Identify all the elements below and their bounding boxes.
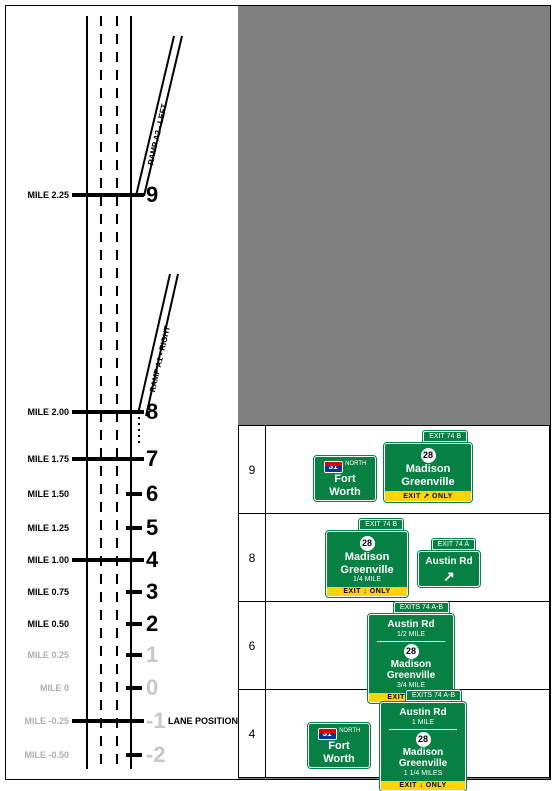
mile-number: 1 [146,642,158,668]
sign-body: Austin Rd1 MILE28MadisonGreenville1 1/4 … [381,703,465,780]
roadway-panel: RAMP A2 - LEFT RAMP A1 - RIGHT MILE 2.25… [6,6,238,779]
sign-row-index: 9 [239,426,266,513]
ramp-a1 [132,274,202,424]
mile-number: 2 [146,611,158,637]
mile-label: MILE 0.50 [14,619,69,629]
mile-number: 6 [146,481,158,507]
mile-tick [126,653,142,657]
lane-position-label: LANE POSITION [168,716,238,726]
exit-tab: EXIT 74 A [432,539,475,550]
exit-tab: EXIT 74 B [359,519,403,530]
mile-tick [126,526,142,530]
mile-label: MILE 0 [14,683,69,693]
mile-label: MILE 0.75 [14,587,69,597]
highway-sign: EXIT 74 B28MadisonGreenville1/4 MILEEXIT… [326,531,408,597]
mile-bar [72,193,144,197]
sign-table: 931 NORTHFort WorthEXIT 74 B28MadisonGre… [238,425,550,778]
sign-row: 8EXIT 74 B28MadisonGreenville1/4 MILEEXI… [239,513,549,601]
sign-body: 28MadisonGreenville [385,444,471,490]
ramp-a2 [130,36,210,204]
mile-label: MILE 1.50 [14,489,69,499]
exit-tab: EXITS 74 A-B [394,602,449,613]
highway-sign: 31 NORTHFort Worth [314,456,376,501]
mile-bar [72,719,144,723]
mile-tick [126,492,142,496]
mile-number: -1 [146,708,166,734]
sign-body: 28MadisonGreenville1/4 MILE [327,532,407,586]
mile-number: 7 [146,446,158,472]
mile-label: MILE 1.00 [14,555,69,565]
mile-number: 9 [146,182,158,208]
sign-cell: EXITS 74 A-B Austin Rd1/2 MILE28MadisonGr… [266,602,549,689]
sign-row-index: 8 [239,514,266,601]
mile-label: MILE 1.25 [14,523,69,533]
sign-cell: 31 NORTHFort WorthEXIT 74 B28MadisonGree… [266,426,549,513]
mile-number: 8 [146,399,158,425]
mile-bar [72,558,144,562]
sign-row: 6 EXITS 74 A-B Austin Rd1/2 MILE28MadisonG… [239,601,549,689]
highway-sign: EXITS 74 A-BAustin Rd1 MILE28MadisonGree… [380,702,466,791]
mile-label: MILE 1.75 [14,454,69,464]
page: RAMP A2 - LEFT RAMP A1 - RIGHT MILE 2.25… [0,0,556,785]
mile-label: MILE 0.25 [14,650,69,660]
signs-panel: 931 NORTHFort WorthEXIT 74 B28MadisonGre… [238,6,550,779]
mile-number: 4 [146,547,158,573]
sign-row-index: 6 [239,602,266,689]
highway-sign: 31 NORTHFort Worth [308,723,370,768]
mile-number: 5 [146,515,158,541]
mile-label: MILE 2.00 [14,407,69,417]
sign-row: 931 NORTHFort WorthEXIT 74 B28MadisonGre… [239,426,549,513]
mile-number: 3 [146,579,158,605]
highway-sign: EXIT 74 B28MadisonGreenvilleEXIT ↗ ONLY [384,443,472,502]
mile-tick [126,753,142,757]
exit-only-strip: EXIT ↓ ONLY [381,781,465,790]
mile-bar [72,457,144,461]
mile-number: -2 [146,742,166,768]
sign-cell: EXIT 74 B28MadisonGreenville1/4 MILEEXIT… [266,514,549,601]
mile-label: MILE -0.50 [14,750,69,760]
sign-row: 4 31 NORTHFort Worth EXITS 74 A-B Austin Rd… [239,689,549,777]
exit-only-strip: EXIT ↓ ONLY [327,587,407,596]
mile-number: 0 [146,675,158,701]
highway-sign: EXIT 74 AAustin Rd↗ [418,551,480,587]
sign-body: Austin Rd1/2 MILE28MadisonGreenville3/4 … [369,615,453,692]
sign-body: Austin Rd↗ [419,552,479,586]
sign-body: 31 NORTHFort Worth [309,724,369,767]
mile-tick [126,686,142,690]
sign-row-index: 4 [239,690,266,777]
sign-cell: 31 NORTHFort Worth EXITS 74 A-B Austin Rd1… [266,690,549,777]
mile-label: MILE -0.25 [14,716,69,726]
exit-tab: EXIT 74 B [423,431,467,442]
mile-tick [126,622,142,626]
mile-label: MILE 2.25 [14,190,69,200]
sign-body: 31 NORTHFort Worth [315,457,375,500]
mile-bar [72,410,144,414]
exit-tab: EXITS 74 A-B [406,690,461,701]
mile-tick [126,590,142,594]
exit-only-strip: EXIT ↗ ONLY [385,491,471,501]
